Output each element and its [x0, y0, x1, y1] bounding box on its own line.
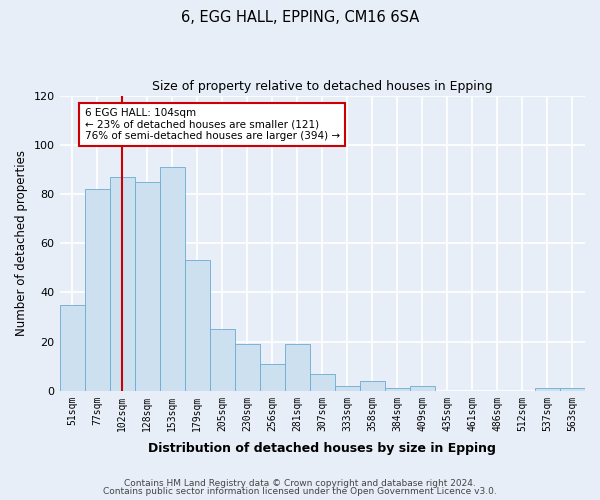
X-axis label: Distribution of detached houses by size in Epping: Distribution of detached houses by size …	[148, 442, 496, 455]
Bar	[285, 344, 310, 391]
Bar	[134, 182, 160, 391]
Bar	[260, 364, 285, 391]
Bar	[360, 381, 385, 391]
Bar	[560, 388, 585, 391]
Bar	[335, 386, 360, 391]
Title: Size of property relative to detached houses in Epping: Size of property relative to detached ho…	[152, 80, 493, 93]
Bar	[410, 386, 435, 391]
Bar	[310, 374, 335, 391]
Bar	[160, 167, 185, 391]
Bar	[235, 344, 260, 391]
Bar	[385, 388, 410, 391]
Text: Contains public sector information licensed under the Open Government Licence v3: Contains public sector information licen…	[103, 487, 497, 496]
Text: 6, EGG HALL, EPPING, CM16 6SA: 6, EGG HALL, EPPING, CM16 6SA	[181, 10, 419, 25]
Text: Contains HM Land Registry data © Crown copyright and database right 2024.: Contains HM Land Registry data © Crown c…	[124, 478, 476, 488]
Bar	[85, 189, 110, 391]
Bar	[59, 304, 85, 391]
Y-axis label: Number of detached properties: Number of detached properties	[15, 150, 28, 336]
Bar	[185, 260, 209, 391]
Bar	[209, 330, 235, 391]
Bar	[110, 176, 134, 391]
Text: 6 EGG HALL: 104sqm
← 23% of detached houses are smaller (121)
76% of semi-detach: 6 EGG HALL: 104sqm ← 23% of detached hou…	[85, 108, 340, 141]
Bar	[535, 388, 560, 391]
